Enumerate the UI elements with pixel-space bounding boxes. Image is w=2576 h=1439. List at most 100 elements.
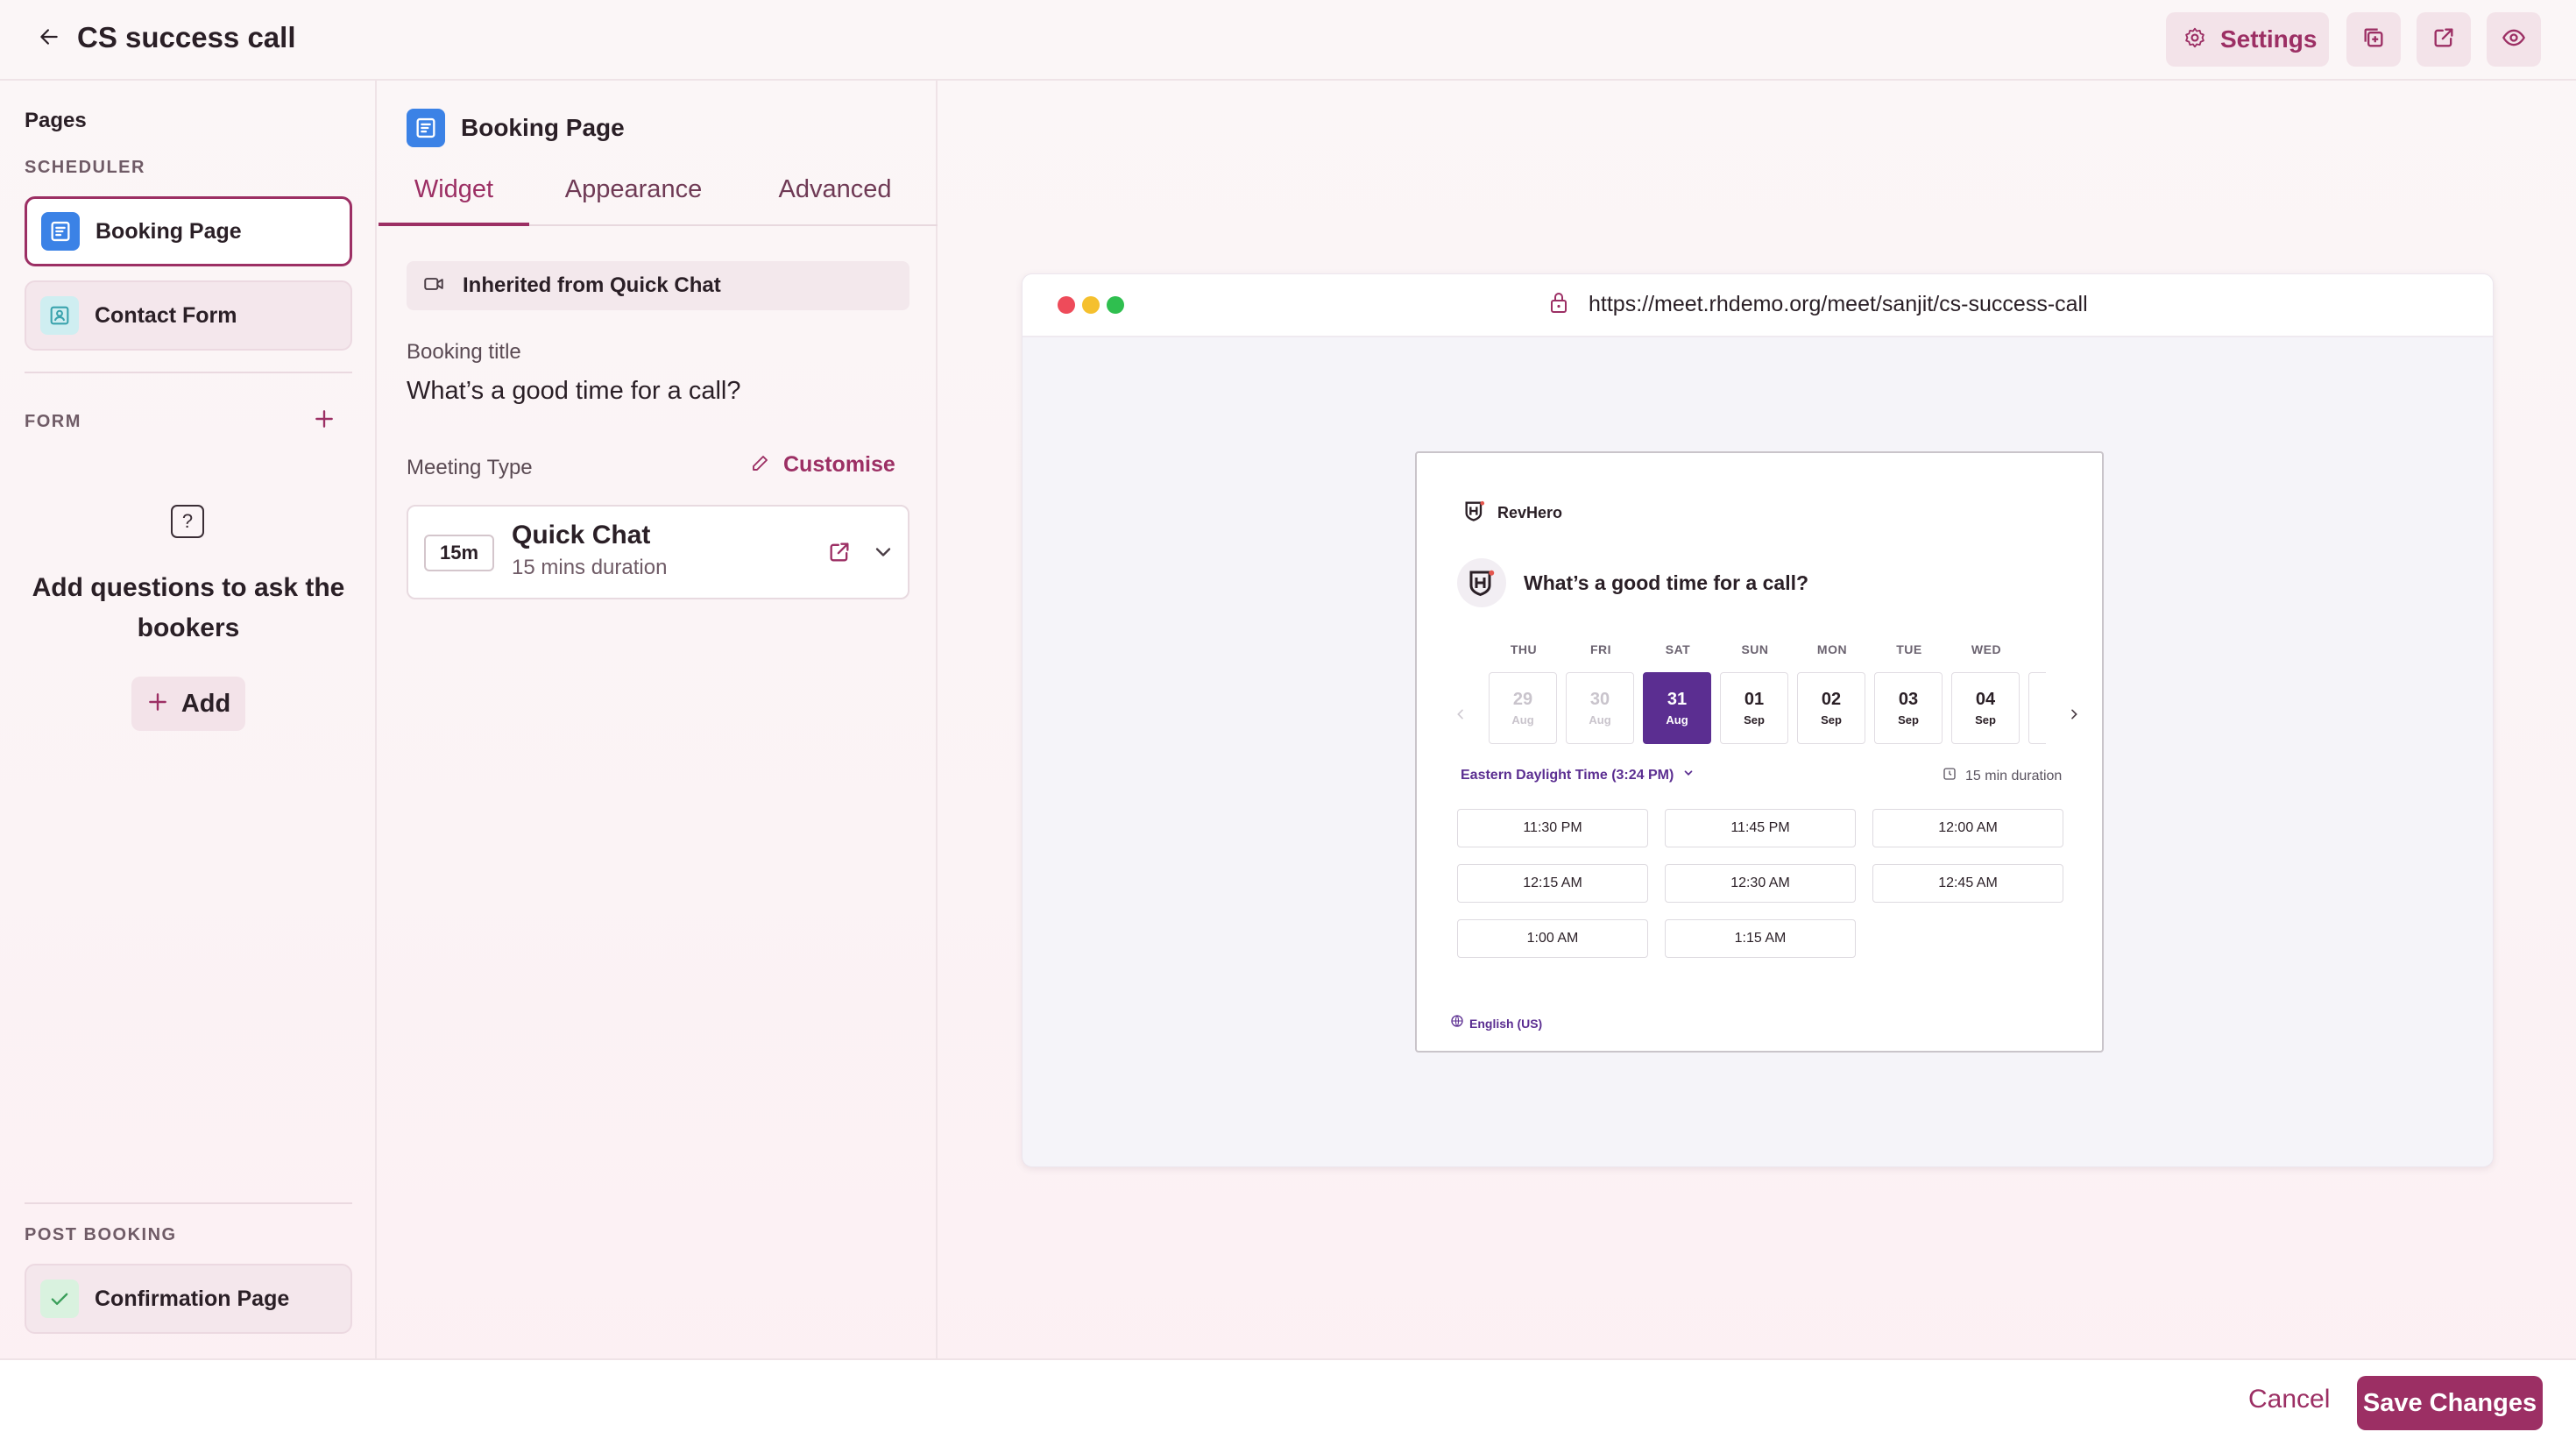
tab-appearance[interactable]: Appearance — [564, 175, 703, 203]
external-link-icon[interactable] — [827, 540, 853, 566]
day-wed[interactable]: WED 04 Sep — [1951, 642, 2021, 744]
add-form-question-button[interactable] — [308, 405, 340, 436]
sidebar-divider — [25, 372, 352, 373]
share-button[interactable] — [2417, 12, 2471, 67]
address-bar: https://meet.rhdemo.org/meet/sanjit/cs-s… — [1548, 290, 2088, 319]
day-sun[interactable]: SUN 01 Sep — [1720, 642, 1790, 744]
post-booking-section-label: POST BOOKING — [25, 1225, 177, 1244]
panel-title: Booking Page — [461, 114, 625, 141]
time-slot[interactable]: 1:00 AM — [1457, 919, 1648, 958]
day-of-week: SAT — [1665, 642, 1691, 656]
language-selector[interactable]: English (US) — [1450, 1014, 1542, 1032]
day-month: Sep — [1898, 713, 1919, 727]
day-number: 31 — [1667, 690, 1688, 709]
day-box: 30 Aug — [1566, 672, 1634, 744]
back-arrow-icon[interactable] — [32, 19, 67, 54]
brand-name: RevHero — [1497, 504, 1563, 521]
meeting-type-card[interactable]: 15m Quick Chat 15 mins duration — [407, 505, 909, 599]
chevron-left-icon[interactable] — [1450, 704, 1471, 725]
url-text: https://meet.rhdemo.org/meet/sanjit/cs-s… — [1589, 292, 2088, 316]
meeting-name: Quick Chat — [512, 521, 651, 549]
widget-title-row: What’s a good time for a call? — [1457, 558, 1808, 607]
duration-info: 15 min duration — [1943, 767, 2062, 785]
day-number: 04 — [1975, 690, 1996, 709]
chevron-down-icon — [1682, 767, 1695, 783]
chevron-down-icon[interactable] — [871, 540, 897, 566]
scheduler-section-label: SCHEDULER — [25, 158, 145, 177]
day-sat[interactable]: SAT 31 Aug — [1643, 642, 1713, 744]
brand: RevHero — [1462, 499, 1562, 528]
browser-bar: https://meet.rhdemo.org/meet/sanjit/cs-s… — [1023, 274, 2493, 337]
meeting-type-label: Meeting Type — [407, 456, 533, 479]
day-number: 29 — [1512, 690, 1533, 709]
duration-label: 15 min duration — [1965, 768, 2063, 783]
time-slot[interactable]: 12:45 AM — [1872, 864, 2063, 903]
day-box[interactable]: 02 Sep — [1797, 672, 1865, 744]
booking-title-field[interactable]: What’s a good time for a call? — [407, 377, 741, 405]
tab-widget[interactable]: Widget — [379, 172, 529, 226]
customise-button[interactable]: Customise — [750, 452, 895, 478]
top-bar: CS success call Settings — [0, 0, 2576, 81]
booking-page-icon — [41, 212, 80, 251]
day-of-week: SUN — [1741, 642, 1769, 656]
customise-label: Customise — [783, 452, 895, 477]
settings-label: Settings — [2220, 25, 2318, 53]
duplicate-button[interactable] — [2346, 12, 2401, 67]
pages-sidebar: Pages SCHEDULER Booking Page Contact For… — [0, 81, 377, 1358]
time-slot[interactable]: 11:45 PM — [1665, 809, 1856, 847]
sidebar-item-label: Confirmation Page — [95, 1286, 290, 1311]
duration-badge: 15m — [424, 535, 494, 571]
day-box[interactable]: 03 Sep — [1874, 672, 1943, 744]
day-mon[interactable]: MON 02 Sep — [1797, 642, 1867, 744]
tab-advanced[interactable]: Advanced — [778, 175, 892, 203]
chevron-right-icon[interactable] — [2063, 704, 2084, 725]
day-of-week: MON — [1816, 642, 1848, 656]
day-number: 01 — [1744, 690, 1765, 709]
footer-bar: Cancel Save Changes — [0, 1358, 2576, 1439]
page-title: CS success call — [77, 21, 296, 53]
video-icon — [422, 273, 445, 300]
day-of-week: TUE — [1896, 642, 1922, 656]
inherited-notice: Inherited from Quick Chat — [407, 261, 909, 310]
settings-button[interactable]: Settings — [2166, 12, 2329, 67]
day-month: Sep — [1821, 713, 1842, 727]
settings-panel: Booking Page Widget Appearance Advanced … — [379, 81, 938, 1358]
day-month: Sep — [1975, 713, 1996, 727]
day-number: 03 — [1898, 690, 1919, 709]
preview-browser: https://meet.rhdemo.org/meet/sanjit/cs-s… — [1022, 273, 2494, 1167]
save-changes-button[interactable]: Save Changes — [2357, 1376, 2543, 1430]
sidebar-item-confirmation-page[interactable]: Confirmation Page — [25, 1264, 352, 1334]
sidebar-item-contact-form[interactable]: Contact Form — [25, 280, 352, 351]
sidebar-item-booking-page[interactable]: Booking Page — [25, 196, 352, 266]
day-of-week: WED — [1971, 642, 2002, 656]
day-box[interactable]: 01 Sep — [1720, 672, 1788, 744]
day-box[interactable]: 31 Aug — [1643, 672, 1711, 744]
lock-icon — [1548, 290, 1569, 319]
time-slot[interactable]: 12:15 AM — [1457, 864, 1648, 903]
duplicate-icon — [2361, 25, 2386, 54]
contact-form-icon — [40, 296, 79, 335]
globe-icon — [1450, 1014, 1464, 1032]
timezone-label: Eastern Daylight Time (3:24 PM) — [1461, 767, 1674, 783]
add-question-button[interactable]: Add — [131, 677, 245, 731]
preview-button[interactable] — [2487, 12, 2541, 67]
cancel-button[interactable]: Cancel — [2248, 1385, 2331, 1414]
clock-icon — [1943, 767, 1957, 785]
booking-page-icon — [407, 109, 445, 147]
time-slot[interactable]: 1:15 AM — [1665, 919, 1856, 958]
time-slot[interactable]: 12:30 AM — [1665, 864, 1856, 903]
day-tue[interactable]: TUE 03 Sep — [1874, 642, 1944, 744]
time-slot[interactable]: 12:00 AM — [1872, 809, 2063, 847]
timezone-selector[interactable]: Eastern Daylight Time (3:24 PM) — [1461, 767, 1695, 783]
gear-icon — [2183, 26, 2206, 53]
inherited-label: Inherited from Quick Chat — [463, 273, 721, 297]
day-box[interactable]: 04 Sep — [1951, 672, 2020, 744]
day-of-week: FRI — [1589, 642, 1612, 656]
widget-title: What’s a good time for a call? — [1524, 571, 1809, 594]
close-dot — [1058, 296, 1075, 314]
time-slot[interactable]: 11:30 PM — [1457, 809, 1648, 847]
day-of-week: THU — [1510, 642, 1538, 656]
sidebar-heading: Pages — [25, 109, 87, 132]
date-strip: THU 29 Aug FRI 30 Aug SAT 31 Aug — [1417, 642, 2105, 744]
day-month: Aug — [1666, 713, 1688, 727]
